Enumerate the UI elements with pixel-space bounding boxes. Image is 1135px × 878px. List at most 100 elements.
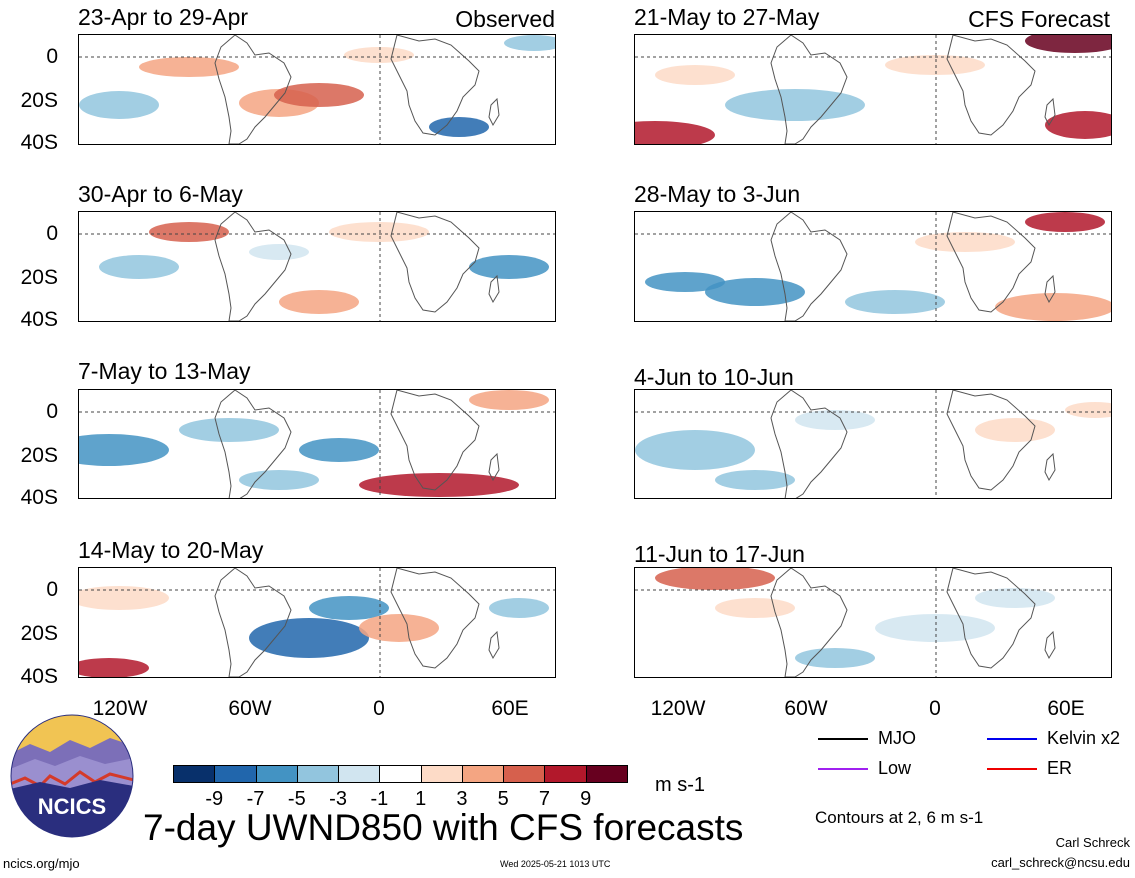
anomaly-region xyxy=(179,418,279,442)
lon-label-60w: 60W xyxy=(228,697,272,720)
legend-label-er: ER xyxy=(1047,758,1073,778)
coastline xyxy=(488,452,500,482)
anomaly-region xyxy=(795,410,875,430)
anomaly-region xyxy=(1045,111,1111,139)
coastline xyxy=(770,212,848,321)
author-email[interactable]: carl_schreck@ncsu.edu xyxy=(991,855,1130,870)
anomaly-region xyxy=(344,47,414,63)
anomaly-region xyxy=(715,470,795,490)
colorbar-swatch xyxy=(585,765,628,783)
map-panel-2 xyxy=(78,211,556,322)
lat-label-0: 0 xyxy=(46,45,58,68)
coastline xyxy=(946,390,1036,491)
anomaly-region xyxy=(875,614,995,642)
coastline xyxy=(390,390,480,491)
lon-label-0: 0 xyxy=(929,697,941,720)
anomaly-region xyxy=(885,55,985,75)
source-url[interactable]: ncics.org/mjo xyxy=(3,856,80,871)
panel-title-1: 23-Apr to 29-Apr xyxy=(78,4,249,30)
forecast-label: CFS Forecast xyxy=(968,6,1110,32)
ncics-logo: NCICS xyxy=(10,714,134,838)
colorbar-swatch xyxy=(338,765,381,783)
colorbar-swatch xyxy=(503,765,546,783)
coastline xyxy=(214,212,292,321)
anomaly-region xyxy=(845,290,945,314)
colorbar-swatch xyxy=(296,765,340,783)
lat-label-40s: 40S xyxy=(20,665,58,688)
colorbar-swatch xyxy=(420,765,463,783)
lat-label-20s: 20S xyxy=(20,266,58,289)
coastline xyxy=(946,568,1036,669)
anomaly-region xyxy=(635,430,755,470)
coastline xyxy=(770,390,848,498)
colorbar-label: 5 xyxy=(497,788,509,810)
panel-title-5: 21-May to 27-May xyxy=(634,4,820,30)
anomaly-region xyxy=(309,596,389,620)
anomaly-region xyxy=(79,91,159,119)
lat-label-20s: 20S xyxy=(20,89,58,112)
map-panel-1 xyxy=(78,34,556,145)
colorbar-label: 3 xyxy=(456,788,468,810)
lat-label-20s: 20S xyxy=(20,444,58,467)
anomaly-region xyxy=(1025,212,1105,232)
panel-title-2: 30-Apr to 6-May xyxy=(78,181,243,207)
colorbar-swatch xyxy=(255,765,298,783)
anomaly-region xyxy=(299,438,379,462)
coastline xyxy=(946,212,1036,313)
colorbar xyxy=(173,765,628,785)
anomaly-region xyxy=(79,586,169,610)
legend-line-low xyxy=(818,768,868,770)
coastline xyxy=(390,568,480,669)
lat-label-40s: 40S xyxy=(20,131,58,154)
legend-line-kelvin xyxy=(987,738,1037,740)
legend-line-mjo xyxy=(818,738,868,740)
colorbar-label: -7 xyxy=(246,788,265,810)
logo-text: NCICS xyxy=(38,794,106,819)
anomaly-region xyxy=(79,434,169,466)
contours-note: Contours at 2, 6 m s-1 xyxy=(815,808,984,827)
legend-line-er xyxy=(987,768,1037,770)
coastline xyxy=(488,274,500,304)
anomaly-region xyxy=(249,244,309,260)
panel-title-6: 28-May to 3-Jun xyxy=(634,181,801,207)
coastline xyxy=(946,35,1036,136)
anomaly-region xyxy=(359,614,439,642)
observed-label: Observed xyxy=(455,6,555,32)
colorbar-units: m s-1 xyxy=(655,774,705,796)
anomaly-region xyxy=(655,65,735,85)
colorbar-label: 7 xyxy=(538,788,551,810)
lon-label-120w: 120W xyxy=(650,697,706,720)
colorbar-label: 9 xyxy=(580,788,592,810)
colorbar-swatch xyxy=(544,765,587,783)
coastline xyxy=(770,35,848,144)
anomaly-region xyxy=(504,35,555,51)
anomaly-region xyxy=(249,618,369,658)
anomaly-region xyxy=(489,598,549,618)
anomaly-region xyxy=(329,222,429,242)
coastline xyxy=(770,568,848,677)
legend-label-low: Low xyxy=(878,758,912,778)
lat-label-40s: 40S xyxy=(20,308,58,331)
map-panel-8 xyxy=(634,567,1112,678)
coastline xyxy=(214,568,292,677)
main-title: 7-day UWND850 with CFS forecasts xyxy=(143,807,744,848)
coastline xyxy=(1044,97,1056,127)
anomaly-region xyxy=(975,418,1055,442)
lon-label-0: 0 xyxy=(373,697,385,720)
lon-label-60e: 60E xyxy=(1047,697,1085,720)
anomaly-region xyxy=(139,57,239,77)
anomaly-region xyxy=(645,272,725,292)
anomaly-region xyxy=(795,648,875,668)
anomaly-region xyxy=(469,390,549,410)
lon-label-60e: 60E xyxy=(491,697,529,720)
coastline xyxy=(488,97,500,127)
anomaly-region xyxy=(1065,402,1111,418)
colorbar-swatch xyxy=(214,765,257,783)
coastline xyxy=(214,390,292,498)
map-panel-4 xyxy=(78,567,556,678)
panel-title-4: 14-May to 20-May xyxy=(78,537,264,563)
map-panel-5 xyxy=(634,34,1112,145)
legend-label-mjo: MJO xyxy=(878,728,916,748)
coastline xyxy=(1044,630,1056,660)
anomaly-region xyxy=(915,232,1015,252)
